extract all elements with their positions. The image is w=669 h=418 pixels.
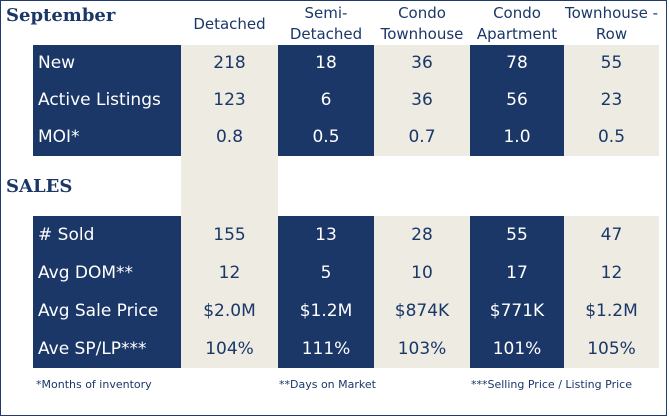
- column-header: Semi- Detached: [289, 4, 363, 43]
- table-cell: $2.0M: [181, 292, 278, 330]
- table-cell: 36: [374, 82, 470, 119]
- table-cell: 111%: [278, 330, 374, 368]
- spacer-band: [181, 156, 278, 216]
- table-cell: $1.2M: [564, 292, 659, 330]
- table-cell: 1.0: [470, 119, 564, 156]
- table-cell: 218: [181, 45, 278, 82]
- table-cell: $771K: [470, 292, 564, 330]
- table-cell: 18: [278, 45, 374, 82]
- table-cell: 155: [181, 216, 278, 254]
- footnote-moi: *Months of inventory: [36, 378, 152, 391]
- table-cell: 5: [278, 254, 374, 292]
- table-cell: 55: [564, 45, 659, 82]
- sales-section-title: SALES: [6, 176, 73, 197]
- row-label: Avg DOM**: [33, 254, 181, 292]
- table-cell: 13: [278, 216, 374, 254]
- table-cell: 0.5: [564, 119, 659, 156]
- footnote-dom: **Days on Market: [279, 378, 376, 391]
- table-cell: 28: [374, 216, 470, 254]
- table-cell: 6: [278, 82, 374, 119]
- table-cell: 104%: [181, 330, 278, 368]
- table-cell: 101%: [470, 330, 564, 368]
- row-label: New: [33, 45, 181, 82]
- row-label: Active Listings: [33, 82, 181, 119]
- table-cell: 0.5: [278, 119, 374, 156]
- table-cell: 55: [470, 216, 564, 254]
- table-cell: 12: [564, 254, 659, 292]
- page-title: September: [6, 5, 116, 26]
- table-cell: 17: [470, 254, 564, 292]
- table-cell: 103%: [374, 330, 470, 368]
- column-header: Condo Townhouse: [380, 4, 464, 43]
- table-cell: 10: [374, 254, 470, 292]
- table-cell: 123: [181, 82, 278, 119]
- table-cell: 78: [470, 45, 564, 82]
- row-label: # Sold: [33, 216, 181, 254]
- column-header: Townhouse - Row: [565, 4, 658, 43]
- row-label: MOI*: [33, 119, 181, 156]
- row-label: Avg Sale Price: [33, 292, 181, 330]
- table-cell: 36: [374, 45, 470, 82]
- table-cell: 47: [564, 216, 659, 254]
- table-cell: $874K: [374, 292, 470, 330]
- table-cell: 23: [564, 82, 659, 119]
- table-cell: 0.7: [374, 119, 470, 156]
- column-header: Condo Apartment: [476, 4, 558, 43]
- table-cell: 105%: [564, 330, 659, 368]
- table-cell: 56: [470, 82, 564, 119]
- row-label: Ave SP/LP***: [33, 330, 181, 368]
- column-header: Detached: [193, 14, 266, 33]
- footnote-splp: ***Selling Price / Listing Price: [471, 378, 632, 391]
- table-cell: $1.2M: [278, 292, 374, 330]
- table-cell: 12: [181, 254, 278, 292]
- table-cell: 0.8: [181, 119, 278, 156]
